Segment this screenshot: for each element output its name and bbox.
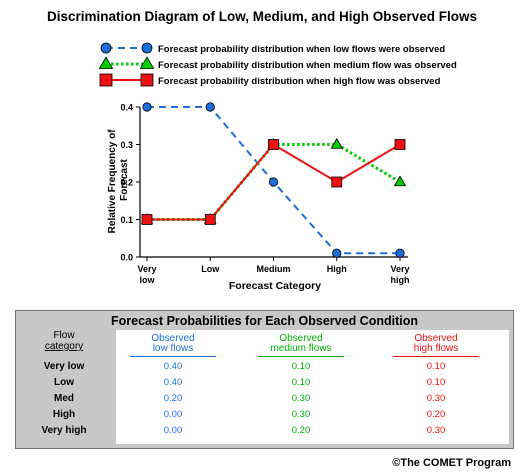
table-cell: 0.10 <box>426 377 446 388</box>
x-tick-label-word: High <box>327 264 347 274</box>
data-point <box>395 248 405 258</box>
table-values-area: Observed low flows Observed medium flows Obs… <box>116 330 509 444</box>
probability-table-panel: Forecast Probabilities for Each Observed… <box>15 310 514 449</box>
x-tick-label-word: Low <box>201 264 220 274</box>
column-header-line: Observed <box>151 333 195 344</box>
y-axis-label-line-2: Forecast <box>119 158 130 200</box>
table-cell: 0.10 <box>426 361 446 372</box>
table-title: Forecast Probabilities for Each Observed… <box>110 314 418 328</box>
legend-marker <box>140 73 154 87</box>
legend-marker <box>139 56 155 69</box>
y-axis-label-line-1: Relative Frequency of <box>107 129 118 234</box>
legend-label: Forecast probability distribution when h… <box>158 76 441 87</box>
data-point <box>394 139 406 150</box>
flow-category-label: Flow category <box>16 330 112 352</box>
table-cell: 0.00 <box>163 409 183 420</box>
table-cell: 0.30 <box>291 393 311 404</box>
y-tick-label: 0.0 <box>120 253 133 263</box>
data-point <box>142 102 152 112</box>
data-point <box>393 175 407 187</box>
legend-entry: Forecast probability distribution when l… <box>100 42 445 55</box>
x-tick-label: Very high <box>390 264 409 285</box>
series-square <box>141 139 406 225</box>
row-category: High <box>52 409 76 420</box>
column-header-underline <box>130 356 216 357</box>
credit-text: ©The COMET Program <box>392 457 511 469</box>
row-category: Low <box>54 377 74 388</box>
legend-marker <box>100 42 112 54</box>
series-group <box>140 102 407 258</box>
x-tick-label: Medium <box>256 264 290 274</box>
x-tick-label: Low <box>201 264 220 274</box>
chart-title: Discrimination Diagram of Low, Medium, a… <box>47 9 477 24</box>
column-header-line: Observed <box>279 333 323 344</box>
column-header: Observed low flows <box>128 334 218 354</box>
column-header-underline <box>258 356 344 357</box>
column-header-line: low flows <box>152 343 194 354</box>
table-cell: 0.20 <box>163 393 183 404</box>
data-point <box>205 102 215 112</box>
data-point <box>268 177 279 187</box>
legend-marker <box>98 56 114 69</box>
x-tick-label-word: Very <box>137 264 156 274</box>
table-cell: 0.20 <box>291 425 311 436</box>
legend-entry: Forecast probability distribution when h… <box>99 73 441 87</box>
x-tick-label-word: high <box>391 275 410 285</box>
table-cell: 0.10 <box>291 361 311 372</box>
column-header-line: Observed <box>414 333 458 344</box>
legend-label: Forecast probability distribution when m… <box>158 60 457 71</box>
x-axis-label: Forecast Category <box>229 280 321 292</box>
flow-category-header: Flow category <box>16 330 112 352</box>
legend-marker <box>99 73 113 87</box>
table-cell: 0.00 <box>163 425 183 436</box>
data-point <box>268 139 279 150</box>
y-tick-label: 0.4 <box>120 103 133 113</box>
series-circle <box>142 102 405 258</box>
data-point <box>204 214 216 225</box>
y-tick-label: 0.1 <box>120 215 133 225</box>
x-tick-label: Very low <box>137 264 156 285</box>
table-cell: 0.20 <box>426 409 446 420</box>
table-cell: 0.40 <box>163 377 183 388</box>
y-tick-label: 0.3 <box>120 140 133 150</box>
row-category: Very low <box>43 361 85 372</box>
x-tick-label-word: Very <box>390 264 409 274</box>
data-point <box>331 176 343 188</box>
table-cell: 0.30 <box>426 393 446 404</box>
discrimination-chart: Discrimination Diagram of Low, Medium, a… <box>47 9 477 292</box>
column-header-line: high flows <box>413 343 459 354</box>
table-cell: 0.30 <box>291 409 311 420</box>
legend-entry: Forecast probability distribution when m… <box>98 56 457 71</box>
data-point <box>332 248 342 258</box>
column-header-line: medium flows <box>270 343 332 354</box>
column-header-underline <box>393 356 479 357</box>
legend-marker <box>141 42 153 54</box>
data-point <box>330 137 343 149</box>
x-tick-label: High <box>327 264 347 274</box>
table-cell: 0.40 <box>163 361 183 372</box>
table-cell: 0.10 <box>291 377 311 388</box>
row-category: Very high <box>41 425 87 436</box>
row-category: Med <box>54 393 74 404</box>
y-tick-label: 0.2 <box>120 178 133 188</box>
x-tick-label-word: low <box>140 275 156 285</box>
table-cell: 0.30 <box>426 425 446 436</box>
data-point <box>141 214 153 225</box>
legend-label: Forecast probability distribution when l… <box>158 44 445 55</box>
column-header: Observed medium flows <box>256 334 346 354</box>
y-axis-label: Relative Frequency of Forecast <box>107 127 130 234</box>
x-tick-label-word: Medium <box>256 264 290 274</box>
flow-category-word: category <box>44 341 84 352</box>
column-header: Observed high flows <box>391 334 481 354</box>
flow-category-word: Flow <box>53 330 75 341</box>
legend: Forecast probability distribution when l… <box>98 42 457 87</box>
